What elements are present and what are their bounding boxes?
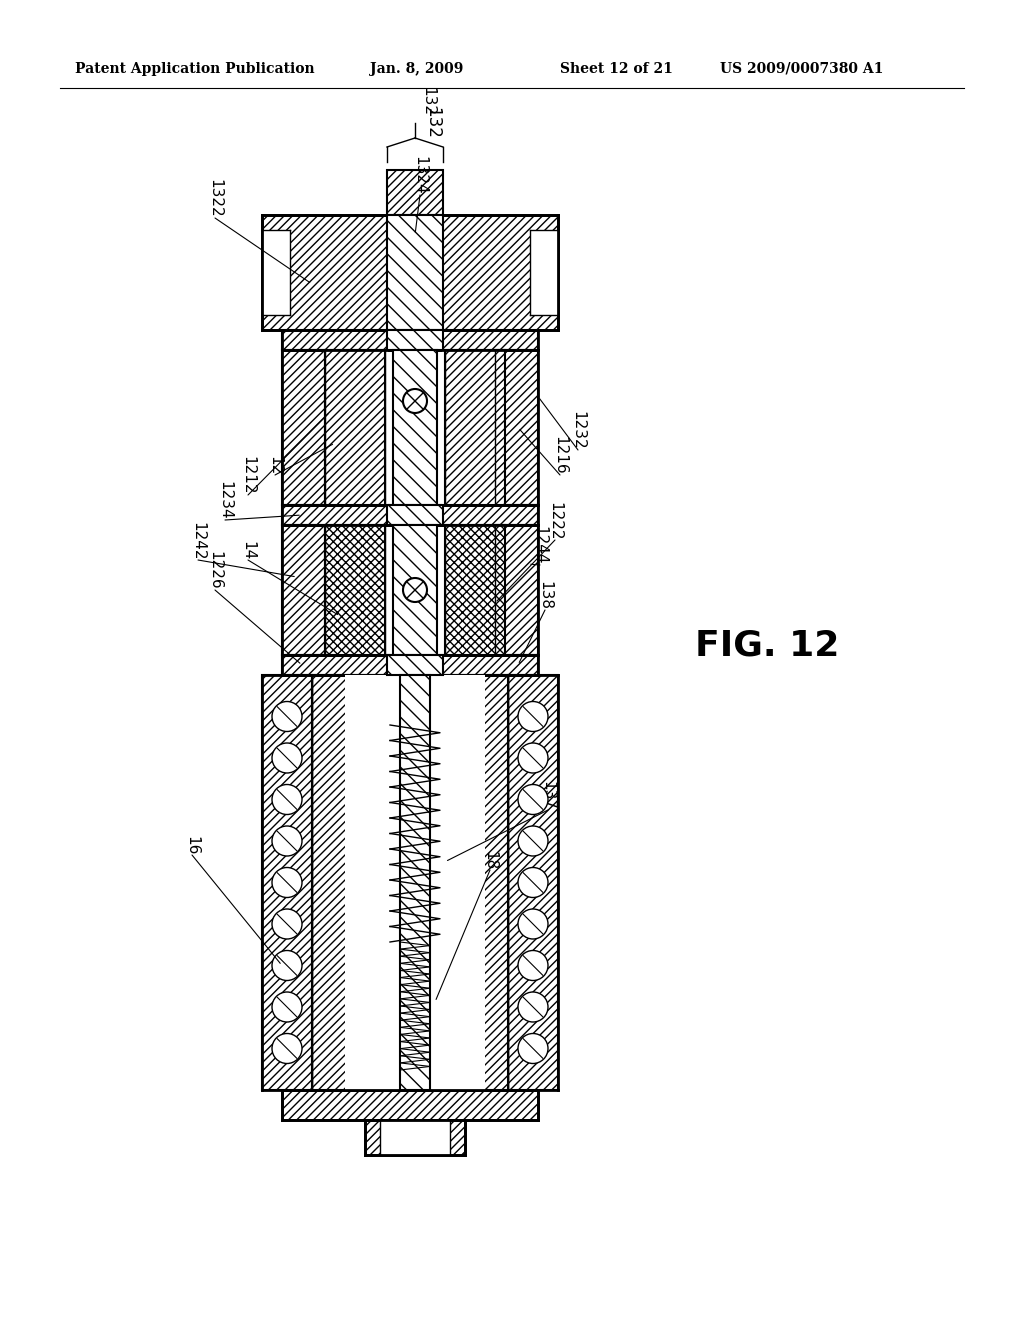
- Circle shape: [403, 389, 427, 413]
- Text: Sheet 12 of 21: Sheet 12 of 21: [560, 62, 673, 77]
- Bar: [325, 350, 385, 506]
- Bar: [380, 1119, 450, 1155]
- Text: Jan. 8, 2009: Jan. 8, 2009: [370, 62, 464, 77]
- Circle shape: [272, 867, 302, 898]
- Circle shape: [272, 826, 302, 855]
- Bar: [495, 525, 538, 655]
- Bar: [393, 350, 437, 506]
- Circle shape: [518, 909, 548, 939]
- Bar: [282, 330, 538, 350]
- Bar: [345, 675, 400, 1090]
- Text: 1212: 1212: [241, 457, 256, 495]
- Circle shape: [518, 826, 548, 855]
- Bar: [325, 525, 385, 655]
- Bar: [400, 675, 430, 1090]
- Circle shape: [272, 743, 302, 774]
- Bar: [282, 506, 538, 525]
- Text: 1324: 1324: [413, 156, 427, 195]
- Bar: [387, 655, 443, 675]
- Text: 14: 14: [241, 541, 256, 560]
- Text: 1222: 1222: [548, 502, 562, 540]
- Bar: [387, 330, 443, 350]
- Text: 137: 137: [541, 781, 555, 810]
- Bar: [530, 230, 558, 315]
- Bar: [495, 350, 538, 506]
- Bar: [282, 1090, 538, 1119]
- Bar: [365, 1119, 465, 1155]
- Text: 16: 16: [184, 836, 200, 855]
- Text: 18: 18: [482, 851, 498, 870]
- Bar: [387, 215, 443, 330]
- Circle shape: [518, 784, 548, 814]
- Text: 1234: 1234: [217, 482, 232, 520]
- Text: 12: 12: [267, 455, 283, 475]
- Text: FIG. 12: FIG. 12: [695, 628, 840, 663]
- Text: 1226: 1226: [208, 552, 222, 590]
- Circle shape: [272, 1034, 302, 1064]
- Text: 138: 138: [538, 581, 553, 610]
- Circle shape: [518, 993, 548, 1022]
- Text: 1216: 1216: [553, 437, 567, 475]
- Circle shape: [518, 867, 548, 898]
- Text: 1232: 1232: [570, 412, 586, 450]
- Bar: [445, 525, 505, 655]
- Bar: [312, 675, 508, 1090]
- Bar: [430, 675, 485, 1090]
- Bar: [325, 350, 388, 506]
- Text: 1322: 1322: [208, 180, 222, 218]
- Bar: [262, 675, 312, 1090]
- Bar: [282, 525, 325, 655]
- Circle shape: [272, 909, 302, 939]
- Circle shape: [272, 993, 302, 1022]
- Bar: [445, 350, 505, 506]
- Text: 132: 132: [423, 107, 441, 139]
- Circle shape: [403, 578, 427, 602]
- Circle shape: [272, 950, 302, 981]
- Circle shape: [518, 701, 548, 731]
- Bar: [387, 170, 443, 215]
- Bar: [387, 506, 443, 525]
- Bar: [262, 230, 290, 315]
- Circle shape: [272, 701, 302, 731]
- Text: 1244: 1244: [532, 527, 548, 565]
- Bar: [393, 525, 437, 655]
- Bar: [508, 675, 558, 1090]
- Text: Patent Application Publication: Patent Application Publication: [75, 62, 314, 77]
- Circle shape: [272, 784, 302, 814]
- Circle shape: [518, 950, 548, 981]
- Text: 132: 132: [420, 87, 435, 116]
- Text: US 2009/0007380 A1: US 2009/0007380 A1: [720, 62, 884, 77]
- Text: 1242: 1242: [190, 521, 206, 560]
- Bar: [282, 350, 325, 506]
- Bar: [262, 215, 558, 330]
- Circle shape: [518, 1034, 548, 1064]
- Bar: [282, 655, 538, 675]
- Bar: [442, 350, 505, 506]
- Circle shape: [518, 743, 548, 774]
